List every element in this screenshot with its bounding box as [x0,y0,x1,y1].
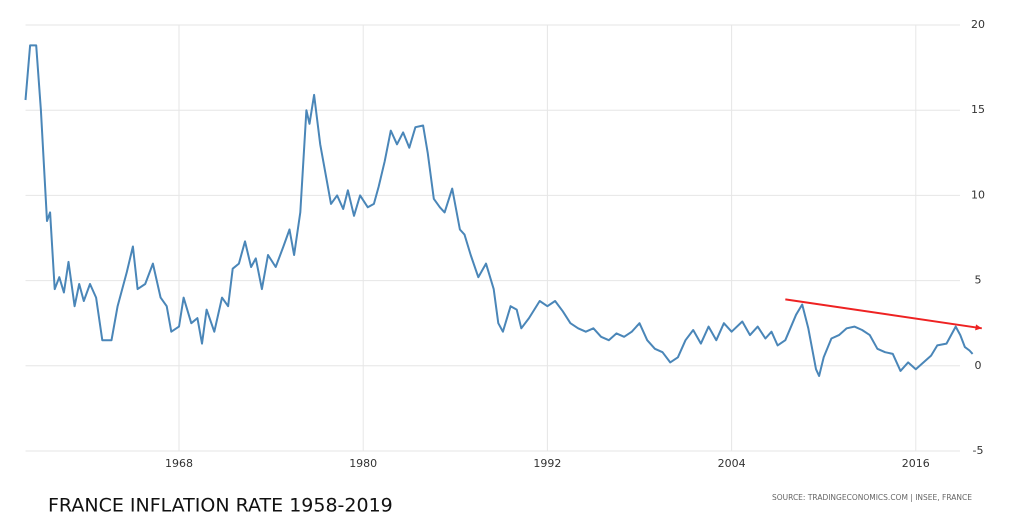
trend-line [785,298,982,330]
y-tick-label: 15 [971,103,985,116]
source: SOURCE: TRADINGECONOMICS.COM | INSEE, FR… [772,493,972,502]
chart-title: FRANCE INFLATION RATE 1958-2019 [48,495,393,517]
y-tick-label: 5 [975,274,982,287]
y-tick-label: -5 [973,444,984,457]
y-tick-label: 0 [975,359,982,372]
x-tick-label: 2016 [902,457,930,470]
y-tick-label: 10 [971,188,985,201]
x-tick-label: 2004 [718,457,746,470]
data-line [24,44,974,377]
x-tick-label: 1992 [533,457,561,470]
x-tick-label: 1980 [349,457,377,470]
x-tick-label: 1968 [165,457,193,470]
trend-arrowhead [975,324,982,331]
y-tick-label: 20 [971,18,985,31]
